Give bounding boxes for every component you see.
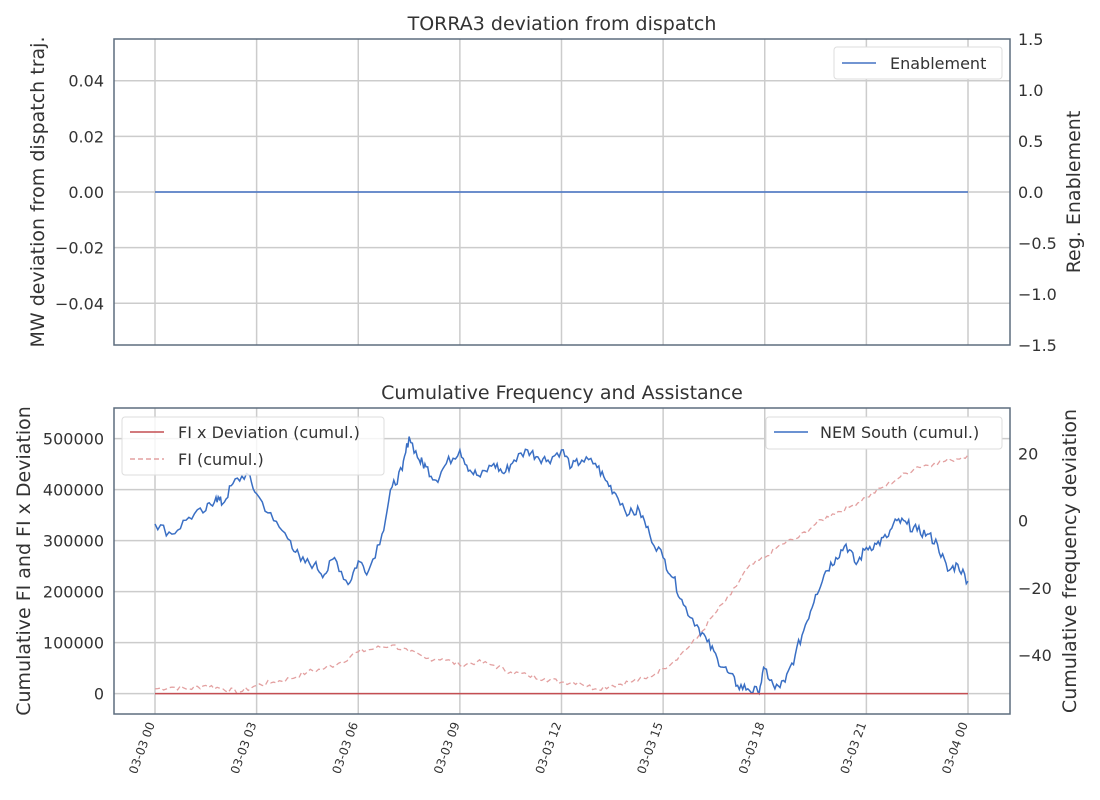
legend-label-fi: FI (cumul.) — [178, 450, 264, 469]
bottom-x-tick-label: 03-03 21 — [838, 720, 870, 775]
bottom-x-tick-label: 03-03 03 — [228, 720, 260, 775]
top-plot-frame — [113, 38, 1011, 346]
bottom-x-tick-labels: 03-03 00 03-03 03 03-03 06 03-03 09 03-03 12… — [126, 720, 971, 775]
top-left-tick-labels: −0.04 −0.02 0.00 0.02 0.04 — [55, 72, 104, 314]
bottom-right-tick-label: −20 — [1018, 579, 1052, 598]
bottom-left-tick-label: 200000 — [43, 583, 104, 602]
bottom-chart-title: Cumulative Frequency and Assistance — [381, 382, 743, 404]
top-left-tick-label: −0.04 — [55, 294, 104, 313]
bottom-left-tick-label: 0 — [94, 685, 104, 704]
bottom-right-tick-label: 20 — [1018, 444, 1038, 463]
top-right-tick-label: 1.5 — [1018, 30, 1043, 49]
series-line-fi — [154, 454, 969, 695]
bottom-plot-frame — [113, 407, 1011, 715]
top-left-tick-label: 0.02 — [68, 127, 104, 146]
bottom-right-tick-label: −40 — [1018, 646, 1052, 665]
bottom-right-axis-label: Cumulative frequency deviation — [1059, 409, 1081, 713]
bottom-x-tick-label: 03-03 00 — [126, 720, 158, 775]
bottom-x-tick-label: 03-03 12 — [533, 720, 565, 775]
top-legend: Enablement — [833, 46, 1003, 80]
top-left-tick-label: 0.00 — [68, 183, 104, 202]
top-right-tick-label: −1.0 — [1018, 285, 1057, 304]
bottom-left-tick-label: 400000 — [43, 481, 104, 500]
bottom-x-tick-label: 03-03 09 — [431, 720, 463, 775]
top-left-tick-label: −0.02 — [55, 239, 104, 258]
top-right-tick-label: 1.0 — [1018, 81, 1043, 100]
bottom-right-legend-box — [765, 416, 1003, 450]
bottom-right-legend: NEM South (cumul.) — [765, 416, 1003, 450]
top-legend-box — [833, 46, 1003, 80]
bottom-x-tick-label: 03-04 00 — [939, 720, 971, 775]
top-right-tick-label: 0.0 — [1018, 183, 1043, 202]
bottom-x-tick-label: 03-03 15 — [634, 720, 666, 775]
bottom-right-tick-labels: −40 −20 0 20 — [1018, 444, 1052, 665]
top-right-axis-label: Reg. Enablement — [1063, 111, 1085, 274]
top-right-tick-labels: −1.5 −1.0 −0.5 0.0 0.5 1.0 1.5 — [1018, 30, 1057, 355]
top-right-tick-label: −0.5 — [1018, 234, 1057, 253]
top-chart-title: TORRA3 deviation from dispatch — [407, 13, 717, 35]
bottom-series-group — [154, 436, 969, 696]
top-right-tick-label: −1.5 — [1018, 336, 1057, 355]
series-line-nem-south — [154, 436, 969, 696]
legend-label-nem-south: NEM South (cumul.) — [820, 423, 979, 442]
bottom-panel: 0 100000 200000 300000 400000 500000 −40 −20 0 2… — [13, 382, 1081, 776]
bottom-left-tick-label: 500000 — [43, 430, 104, 449]
bottom-right-tick-label: 0 — [1018, 512, 1028, 531]
top-left-tick-label: 0.04 — [68, 72, 104, 91]
bottom-x-tick-label: 03-03 06 — [329, 720, 361, 775]
top-panel: −0.04 −0.02 0.00 0.02 0.04 −1.5 −1.0 −0.5 0.0 0.… — [27, 13, 1085, 355]
bottom-left-axis-label: Cumulative FI and FI x Deviation — [13, 406, 35, 716]
legend-label-enablement: Enablement — [890, 54, 986, 73]
top-right-tick-label: 0.5 — [1018, 132, 1043, 151]
bottom-left-legend: FI x Deviation (cumul.) FI (cumul.) — [121, 416, 385, 476]
bottom-left-tick-label: 100000 — [43, 634, 104, 653]
bottom-left-tick-label: 300000 — [43, 532, 104, 551]
legend-label-fi-x-deviation: FI x Deviation (cumul.) — [178, 423, 360, 442]
bottom-x-tick-label: 03-03 18 — [736, 720, 768, 775]
bottom-left-legend-box — [121, 416, 385, 476]
bottom-left-tick-labels: 0 100000 200000 300000 400000 500000 — [43, 430, 104, 704]
top-left-axis-label: MW deviation from dispatch traj. — [27, 37, 49, 348]
